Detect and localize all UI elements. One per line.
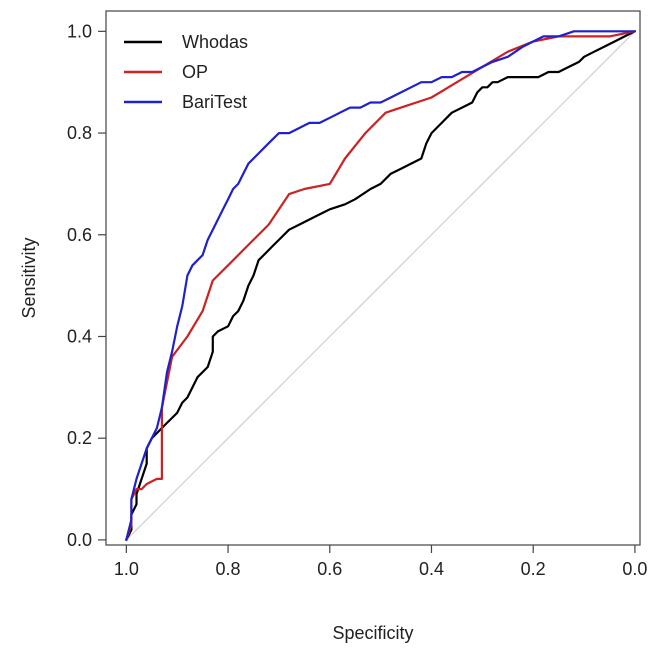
y-tick-label: 1.0 — [67, 21, 92, 41]
legend-label-baritest: BariTest — [182, 92, 247, 112]
y-axis-title: Sensitivity — [19, 237, 39, 318]
diagonal-reference-layer — [125, 30, 636, 541]
legend: Whodas OP BariTest — [124, 32, 248, 112]
y-tick-label: 0.2 — [67, 428, 92, 448]
series-line-whodas — [125, 30, 637, 542]
diagonal-reference-line — [125, 30, 636, 541]
x-tick-label: 1.0 — [114, 559, 139, 579]
x-tick-label: 0.6 — [317, 559, 342, 579]
series-line-op — [125, 30, 637, 542]
y-tick-label: 0.0 — [67, 530, 92, 550]
y-tick-label: 0.4 — [67, 326, 92, 346]
x-tick-label: 0.8 — [216, 559, 241, 579]
legend-label-whodas: Whodas — [182, 32, 248, 52]
x-tick-label: 0.4 — [419, 559, 444, 579]
series-line-baritest — [125, 30, 637, 542]
series-layer — [125, 30, 637, 542]
y-tick-label: 0.8 — [67, 123, 92, 143]
axis-layer: 1.0 0.8 0.6 0.4 0.2 0.0 0.0 0.2 0.4 0.6 0.8 1.0 — [67, 21, 647, 579]
x-tick-label: 0.2 — [521, 559, 546, 579]
x-tick-label: 0.0 — [622, 559, 647, 579]
x-axis-title: Specificity — [332, 623, 413, 643]
legend-label-op: OP — [182, 62, 208, 82]
plot-area-border — [105, 10, 641, 546]
y-tick-label: 0.6 — [67, 225, 92, 245]
